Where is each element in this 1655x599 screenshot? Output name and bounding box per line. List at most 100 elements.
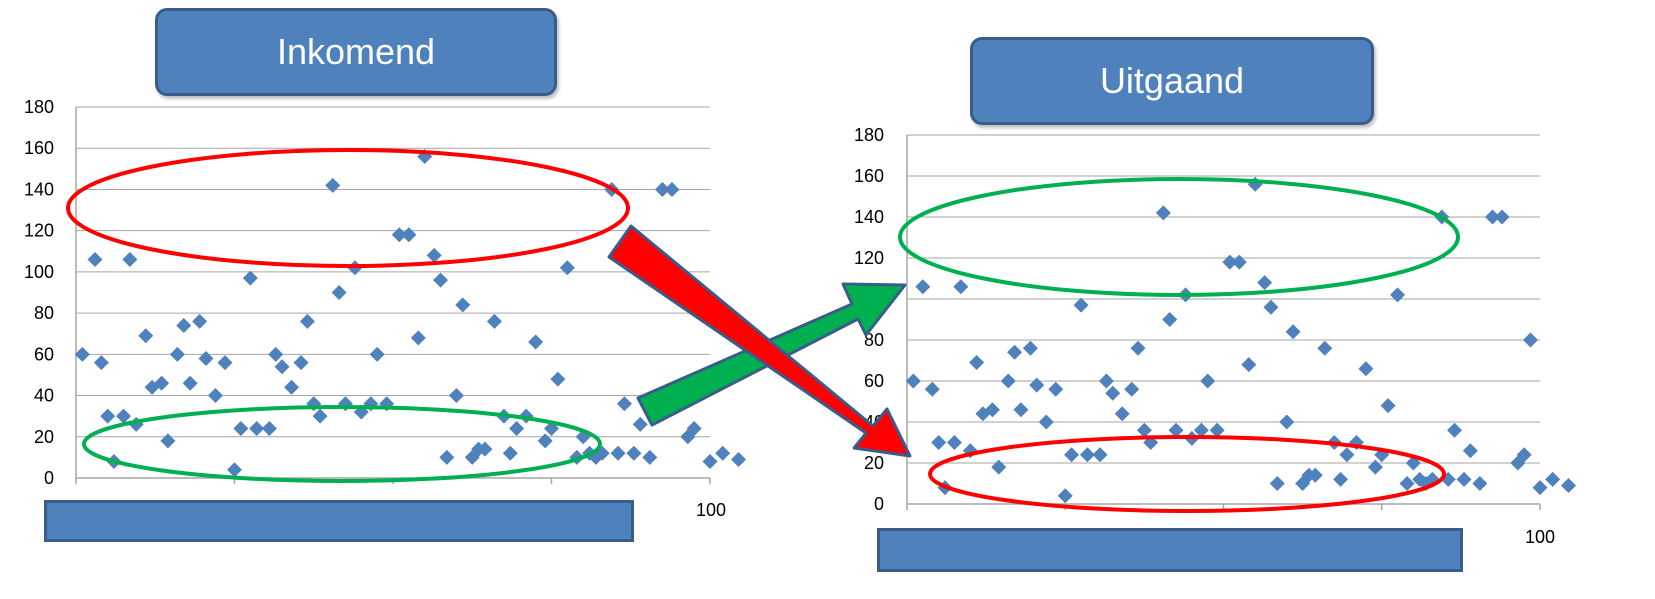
inkomend-low-values-ellipse — [82, 405, 602, 483]
inkomend-axis-label-box — [44, 500, 634, 542]
uitgaand-data-point — [991, 459, 1007, 475]
uitgaand-data-point — [1390, 287, 1406, 303]
uitgaand-data-point — [1560, 478, 1576, 494]
inkomend-data-point — [486, 313, 502, 329]
uitgaand-data-point — [1241, 357, 1257, 373]
inkomend-data-point — [100, 408, 116, 424]
inkomend-y-tick-label: 160 — [24, 138, 54, 158]
uitgaand-data-point — [1155, 205, 1171, 221]
inkomend-y-tick-label: 100 — [24, 262, 54, 282]
inkomend-y-tick-label: 80 — [34, 303, 54, 323]
inkomend-data-point — [299, 313, 315, 329]
uitgaand-data-point — [953, 279, 969, 295]
uitgaand-data-point — [1462, 443, 1478, 459]
uitgaand-data-point — [1162, 312, 1178, 327]
uitgaand-data-point — [969, 355, 985, 371]
uitgaand-data-point — [1029, 377, 1045, 393]
inkomend-data-point — [261, 421, 277, 437]
uitgaand-data-point — [1307, 467, 1323, 483]
inkomend-chart: 0 20 40 60 80 100 120 140 160 180 100 — [24, 97, 747, 520]
inkomend-data-point — [455, 297, 471, 313]
uitgaand-data-point — [1399, 476, 1415, 491]
inkomend-y-tick-label: 60 — [34, 344, 54, 364]
inkomend-data-point — [207, 388, 223, 404]
uitgaand-data-point — [1339, 447, 1355, 463]
uitgaand-data-point — [1222, 254, 1238, 270]
inkomend-data-point — [686, 421, 702, 437]
inkomend-data-point — [448, 388, 464, 404]
inkomend-high-values-ellipse — [66, 148, 630, 268]
uitgaand-data-point — [1380, 398, 1396, 414]
inkomend-data-point — [550, 371, 566, 387]
inkomend-data-point — [192, 313, 208, 329]
inkomend-data-point — [227, 462, 242, 478]
inkomend-y-tick-label: 0 — [44, 468, 54, 488]
uitgaand-data-point — [931, 435, 947, 450]
uitgaand-gridlines — [907, 134, 1540, 464]
uitgaand-data-point — [1456, 471, 1472, 487]
inkomend-gridlines — [76, 106, 710, 438]
inkomend-data-point — [337, 396, 353, 412]
inkomend-data-point — [87, 252, 103, 268]
uitgaand-data-point — [1124, 381, 1140, 397]
inkomend-data-point — [632, 416, 648, 432]
uitgaand-y-tick-label: 60 — [864, 371, 884, 391]
uitgaand-axis-label-box — [877, 528, 1463, 572]
uitgaand-y-tick-label: 20 — [864, 453, 884, 473]
uitgaand-data-point — [1485, 209, 1501, 225]
uitgaand-data-point — [1193, 422, 1209, 438]
inkomend-data-point — [198, 350, 214, 366]
uitgaand-data-point — [1494, 209, 1510, 225]
uitgaand-data-points — [905, 176, 1576, 504]
uitgaand-data-point — [984, 402, 1000, 418]
inkomend-data-point — [138, 328, 154, 344]
inkomend-data-point — [528, 334, 544, 350]
uitgaand-y-tick-label: 120 — [854, 248, 884, 268]
uitgaand-y-tick-label: 180 — [854, 125, 884, 145]
uitgaand-data-point — [1200, 373, 1216, 389]
inkomend-data-point — [509, 421, 525, 437]
inkomend-data-point — [154, 375, 170, 391]
uitgaand-data-point — [1022, 340, 1038, 356]
inkomend-title-box: Inkomend — [155, 8, 557, 96]
inkomend-data-point — [410, 330, 426, 346]
inkomend-data-point — [610, 445, 626, 461]
uitgaand-data-point — [1098, 373, 1114, 389]
uitgaand-data-point — [1105, 385, 1121, 401]
inkomend-y-tick-label: 180 — [24, 97, 54, 117]
inkomend-data-point — [242, 270, 258, 286]
uitgaand-title-box: Uitgaand — [970, 37, 1374, 125]
inkomend-data-point — [537, 433, 553, 449]
inkomend-data-point — [433, 272, 449, 288]
inkomend-data-point — [616, 396, 632, 412]
inkomend-data-point — [176, 317, 192, 333]
uitgaand-low-values-ellipse — [928, 435, 1446, 513]
inkomend-data-point — [654, 181, 670, 197]
uitgaand-data-point — [1317, 340, 1333, 356]
uitgaand-data-point — [1263, 299, 1279, 315]
uitgaand-data-point — [1358, 361, 1374, 377]
uitgaand-data-point — [1279, 414, 1295, 430]
uitgaand-data-point — [1447, 422, 1463, 438]
inkomend-data-point — [182, 375, 198, 391]
uitgaand-y-tick-label: 140 — [854, 207, 884, 227]
uitgaand-data-point — [1532, 480, 1548, 496]
uitgaand-high-values-ellipse — [898, 177, 1460, 297]
uitgaand-data-point — [1516, 447, 1532, 463]
inkomend-axes — [75, 107, 711, 484]
uitgaand-y-tick-label: 0 — [874, 494, 884, 514]
uitgaand-data-point — [1130, 340, 1146, 356]
uitgaand-data-point — [1168, 422, 1184, 438]
uitgaand-data-point — [924, 381, 940, 397]
inkomend-data-point — [274, 359, 290, 375]
uitgaand-data-point — [1038, 414, 1054, 430]
inkomend-data-point — [93, 355, 109, 371]
inkomend-data-point — [369, 346, 385, 362]
inkomend-data-point — [116, 408, 132, 424]
inkomend-data-point — [715, 445, 731, 461]
inkomend-y-tick-labels: 0 20 40 60 80 100 120 140 160 180 — [24, 97, 54, 488]
uitgaand-y-tick-label: 160 — [854, 166, 884, 186]
inkomend-data-point — [268, 346, 284, 362]
